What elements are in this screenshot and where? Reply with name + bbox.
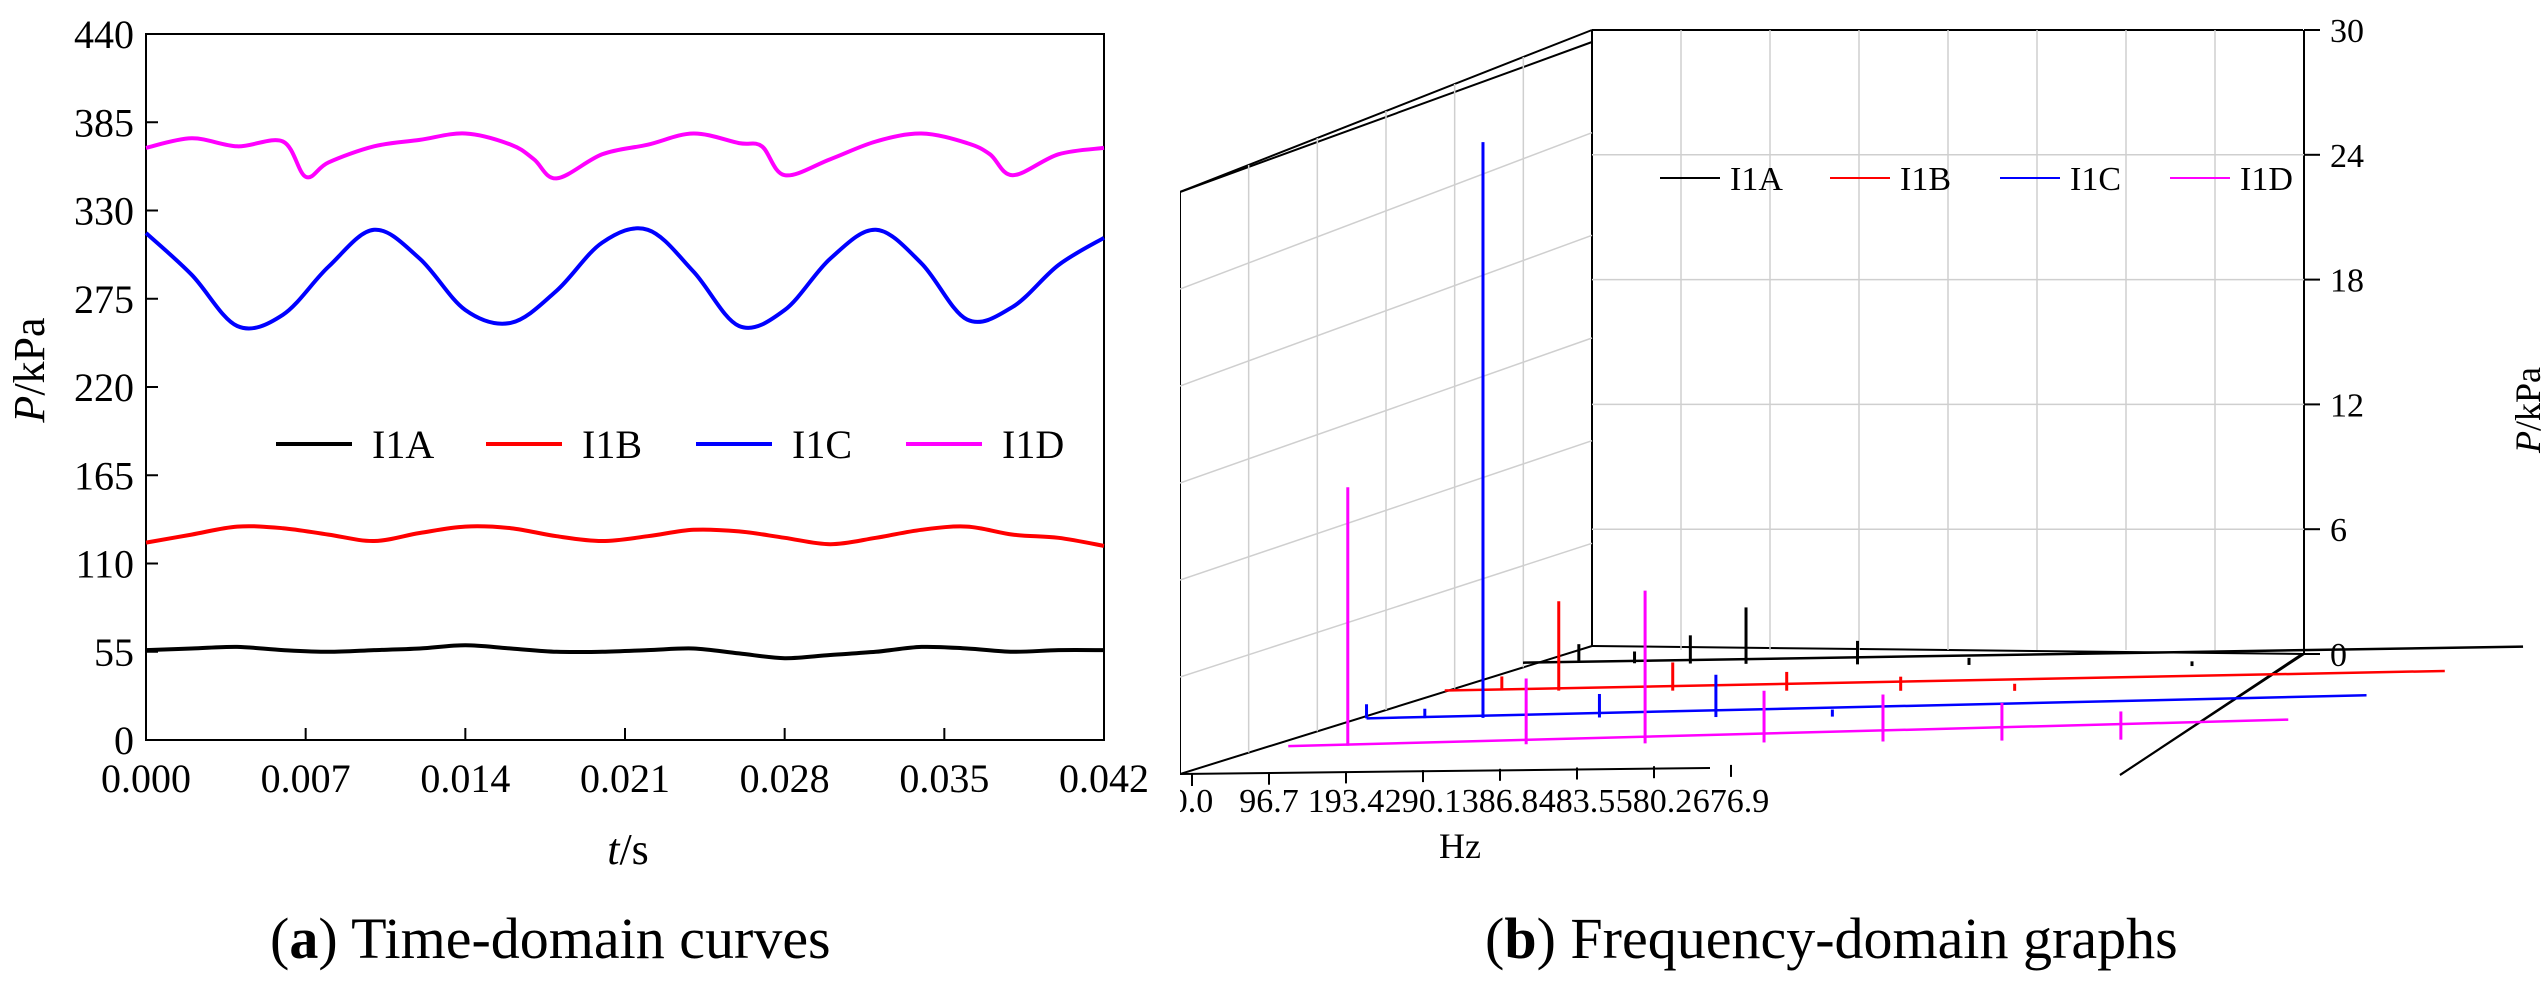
z-tick-label: 18 xyxy=(2330,263,2364,300)
legend-label-i1d: I1D xyxy=(2240,161,2293,198)
z-tick-label: 0 xyxy=(2330,637,2347,674)
series-baseline-i1b xyxy=(1444,669,2445,692)
x-tick-label: 0.021 xyxy=(580,756,670,801)
frequency-domain-chart: 0 6 12 18 24 30 0.0 96.7193.4290.1386.8483.5580… xyxy=(1180,13,2545,866)
series-baseline-i1d xyxy=(1288,718,2289,748)
x-tick-label: 290.1 xyxy=(1385,783,1462,820)
x-tick-label: 483.5 xyxy=(1539,783,1616,820)
x-axis-label: t/s xyxy=(607,825,649,874)
x-tick-label: 386.8 xyxy=(1462,783,1539,820)
y-axis-label: P/kPa xyxy=(5,317,54,423)
z-tick-label: 30 xyxy=(2330,13,2364,50)
x-tick-label: 0.028 xyxy=(740,756,830,801)
legend: I1A I1B I1C I1D xyxy=(276,422,1064,467)
front-axis-line xyxy=(1180,767,1711,775)
x-tick-label: 0.007 xyxy=(261,756,351,801)
series-line-i1d xyxy=(145,131,1105,181)
series-line-i1b xyxy=(145,524,1105,548)
y-tick-label: 165 xyxy=(74,453,134,498)
z-tick-label: 6 xyxy=(2330,512,2347,549)
x-tick-label: 0.042 xyxy=(1059,756,1149,801)
series-line-i1a xyxy=(145,643,1105,661)
x-tick-label: 580.2 xyxy=(1616,783,1693,820)
time-domain-chart: 0.000 0.007 0.014 0.021 0.028 0.035 0.042 0 55 11… xyxy=(5,12,1149,874)
x-axis-label: Hz xyxy=(1439,826,1481,866)
legend-label-i1c: I1C xyxy=(792,422,852,467)
y-tick-label: 0 xyxy=(114,718,134,763)
y-tick-label: 220 xyxy=(74,365,134,410)
y-tick-label: 330 xyxy=(74,189,134,234)
caption-b: (b) Frequency-domain graphs xyxy=(1485,906,2178,971)
legend-label-i1b: I1B xyxy=(1900,161,1951,198)
y-tick-label: 385 xyxy=(74,100,134,145)
series-baseline-i1c xyxy=(1366,694,2367,720)
z-tick-label: 12 xyxy=(2330,387,2364,424)
x-tick-label: 0.0 xyxy=(1180,783,1213,820)
legend-label-i1b: I1B xyxy=(582,422,642,467)
x-tick-label: 96.7 xyxy=(1239,783,1299,820)
x-tick-label: 0.035 xyxy=(899,756,989,801)
legend: I1A I1B I1C I1D xyxy=(1660,161,2293,198)
legend-label-i1d: I1D xyxy=(1002,422,1064,467)
y-tick-label: 55 xyxy=(94,630,134,675)
legend-label-i1a: I1A xyxy=(372,422,434,467)
legend-label-i1c: I1C xyxy=(2070,161,2121,198)
z-tick-label: 24 xyxy=(2330,138,2364,175)
x-tick-label: 0.014 xyxy=(420,756,510,801)
x-tick-label: 0.000 xyxy=(101,756,191,801)
box-edge xyxy=(2119,653,2303,776)
x-tick-label: 193.4 xyxy=(1308,783,1385,820)
legend-label-i1a: I1A xyxy=(1730,161,1783,198)
y-tick-label: 110 xyxy=(75,542,134,587)
caption-a: (a) Time-domain curves xyxy=(270,906,831,971)
y-tick-label: 275 xyxy=(74,277,134,322)
y-tick-label: 440 xyxy=(74,12,134,57)
x-tick-label: 676.9 xyxy=(1693,783,1770,820)
series-baseline-i1a xyxy=(1523,645,2524,664)
series-line-i1c xyxy=(144,226,1106,331)
z-axis-label: P/kPa xyxy=(2508,367,2545,454)
